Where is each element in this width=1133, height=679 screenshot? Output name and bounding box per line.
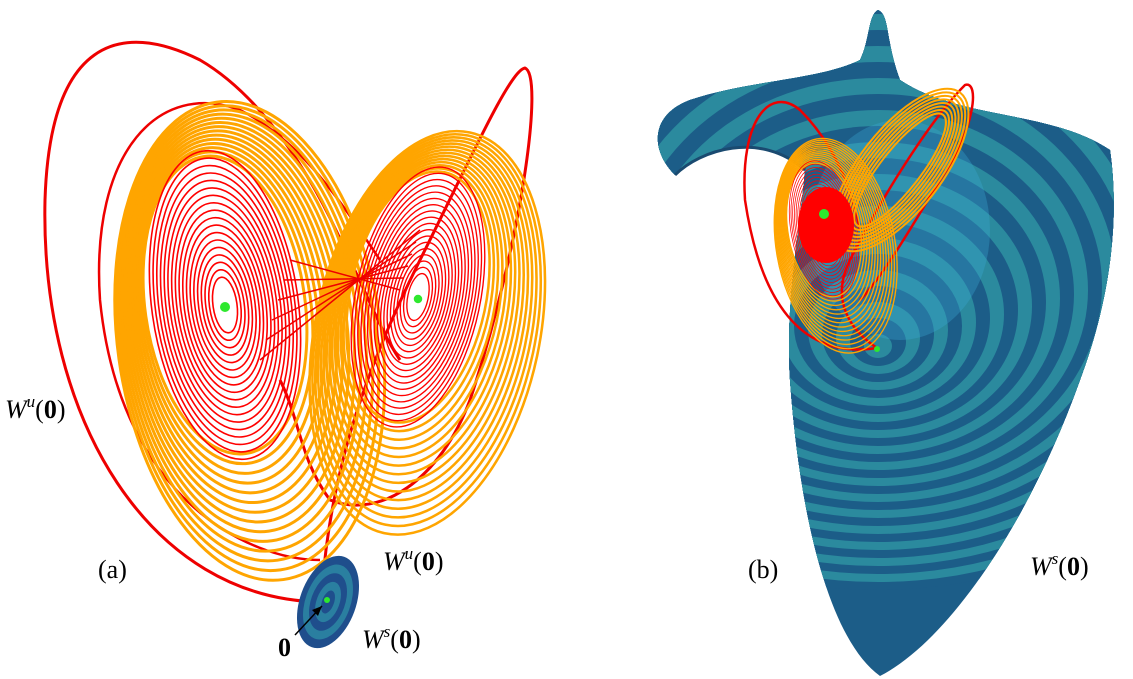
paren: ( [1058, 552, 1067, 581]
equilibrium [220, 302, 230, 312]
superscript: u [405, 544, 414, 563]
argument: 0 [1067, 552, 1080, 581]
symbol: W [5, 395, 29, 424]
paren: ) [57, 395, 66, 424]
manifold-label: Wu(0) [383, 544, 444, 576]
symbol: W [1030, 552, 1054, 581]
paren: ( [413, 547, 422, 576]
paren: ( [35, 395, 44, 424]
figure: Wu(0) (a) Wu(0) 0 Ws(0) (b) Ws(0) [0, 0, 1133, 679]
origin-point [324, 597, 330, 603]
paren: ) [1080, 552, 1089, 581]
origin-point [874, 346, 880, 352]
panel-label: (a) [98, 555, 127, 584]
superscript: u [27, 392, 36, 411]
equilibrium [414, 295, 423, 304]
argument: 0 [399, 625, 412, 654]
argument: 0 [44, 395, 57, 424]
origin-label: 0 [278, 633, 291, 662]
paren: ) [412, 625, 421, 654]
equilibrium [819, 209, 829, 219]
panel-label: (b) [748, 555, 778, 584]
red-core [798, 187, 854, 263]
argument: 0 [422, 547, 435, 576]
symbol: W [383, 547, 407, 576]
symbol: W [362, 625, 386, 654]
paren: ) [435, 547, 444, 576]
manifold-label: Wu(0) [5, 392, 66, 424]
manifold-label: Ws(0) [1030, 549, 1089, 581]
manifold-label: Ws(0) [362, 622, 421, 654]
paren: ( [390, 625, 399, 654]
